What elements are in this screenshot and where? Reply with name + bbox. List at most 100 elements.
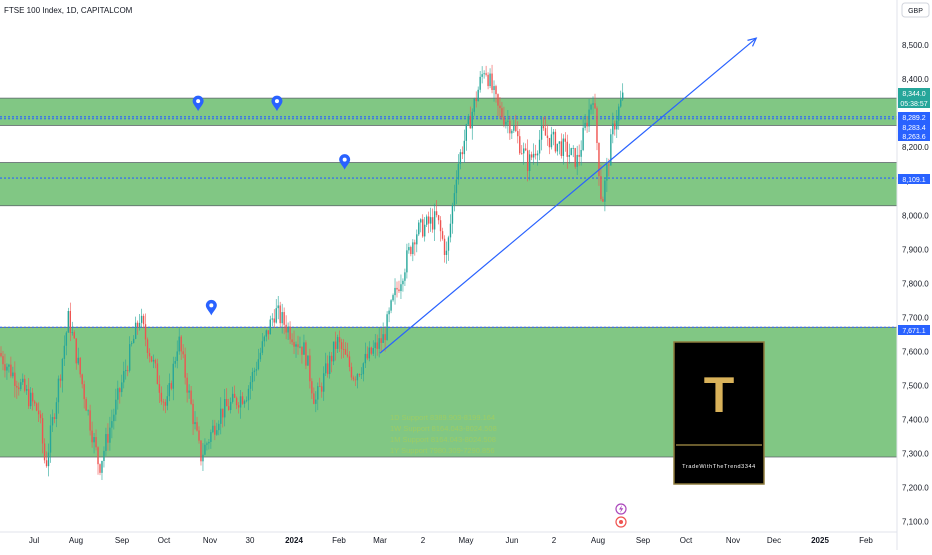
candle-body <box>182 351 184 355</box>
candle-body <box>374 342 376 349</box>
candle-body <box>107 434 109 443</box>
candle-body <box>89 410 91 431</box>
x-tick-label: Aug <box>69 536 83 545</box>
map-pin-icon[interactable] <box>192 95 204 112</box>
candle-body <box>267 330 269 335</box>
candle-body <box>431 217 434 230</box>
candle-body <box>16 385 18 388</box>
watermark-letter: T <box>704 367 735 423</box>
y-tick-label: 7,100.0 <box>902 518 929 527</box>
candle-body <box>354 379 357 381</box>
candle-body <box>204 444 206 455</box>
candle-body <box>184 354 186 378</box>
candle-body <box>31 392 34 402</box>
candle-body <box>228 406 230 410</box>
candle-body <box>622 92 624 100</box>
map-pin-icon[interactable] <box>205 299 217 316</box>
candle-body <box>311 381 313 394</box>
candle-body <box>400 284 402 292</box>
x-tick-label: Dec <box>767 536 781 545</box>
candle-body <box>548 137 551 148</box>
candle-body <box>612 123 614 135</box>
candle-body <box>4 364 6 371</box>
candle-body <box>113 414 115 422</box>
y-tick-label: 7,400.0 <box>902 416 929 425</box>
candle-body <box>348 356 351 367</box>
trend-line[interactable] <box>379 37 757 354</box>
price-label-text: 8,289.2 <box>902 115 925 122</box>
candle-body <box>590 104 592 110</box>
candle-body <box>414 242 416 245</box>
y-tick-label: 8,000.0 <box>902 211 929 220</box>
candle-body <box>130 343 133 345</box>
candle-body <box>530 154 533 158</box>
candle-body <box>406 250 408 273</box>
candle-body <box>176 351 178 361</box>
candle-body <box>336 337 339 349</box>
x-tick-label: Nov <box>726 536 740 545</box>
candle-body <box>334 341 337 349</box>
candle-body <box>43 443 46 461</box>
candle-body <box>152 359 155 362</box>
price-label-countdown: 05:38:57 <box>898 98 930 108</box>
event-icons[interactable] <box>615 503 627 528</box>
x-tick-label: Feb <box>859 536 873 545</box>
candle-body <box>271 318 273 320</box>
candle-body <box>178 336 180 352</box>
candle-body <box>257 359 260 370</box>
candle-body <box>174 360 176 364</box>
candle-body <box>138 322 141 328</box>
candle-body <box>485 73 487 75</box>
candle-body <box>358 374 361 376</box>
candle-body <box>160 392 163 402</box>
candle-body <box>123 371 125 383</box>
candle-body <box>229 401 232 410</box>
price-label-text: 8,283.4 <box>902 125 925 132</box>
candle-body <box>245 400 248 402</box>
candle-body <box>148 352 151 357</box>
candle-body <box>620 99 622 107</box>
candle-body <box>344 349 347 355</box>
candle-body <box>544 128 547 136</box>
y-tick-label: 7,200.0 <box>902 484 929 493</box>
earnings-dot <box>619 520 623 524</box>
candle-body <box>346 354 349 357</box>
candle-body <box>471 111 473 129</box>
candle-body <box>360 374 363 376</box>
candle-body <box>594 103 596 109</box>
currency-selector[interactable]: GBP <box>901 2 930 18</box>
x-tick-label: Oct <box>680 536 693 545</box>
candle-body <box>115 399 117 415</box>
candle-body <box>394 287 396 296</box>
candle-body <box>220 408 222 424</box>
candle-body <box>556 143 559 152</box>
candle-body <box>483 73 485 75</box>
candle-body <box>386 314 388 341</box>
candle-body <box>212 425 214 433</box>
candle-body <box>222 408 224 418</box>
candle-body <box>576 154 578 167</box>
candle-body <box>263 336 266 342</box>
x-tick-label: Jun <box>506 536 519 545</box>
candle-body <box>281 312 283 324</box>
candle-body <box>146 339 149 353</box>
candle-body <box>570 148 572 156</box>
price-label-text: 7,671.1 <box>902 328 925 335</box>
candle-body <box>610 134 612 166</box>
candle-body <box>2 356 4 365</box>
candle-body <box>190 390 192 404</box>
candle-body <box>253 370 256 373</box>
candle-body <box>231 393 234 402</box>
price-label-box <box>898 98 930 108</box>
candle-body <box>279 305 281 324</box>
candle-body <box>598 143 600 177</box>
map-pin-icon[interactable] <box>339 154 351 170</box>
candle-body <box>247 388 250 401</box>
candle-body <box>538 139 541 154</box>
candle-body <box>416 234 418 245</box>
map-pin-icon[interactable] <box>271 95 283 112</box>
candle-body <box>206 443 208 445</box>
candle-body <box>550 134 553 148</box>
candle-body <box>269 319 271 335</box>
